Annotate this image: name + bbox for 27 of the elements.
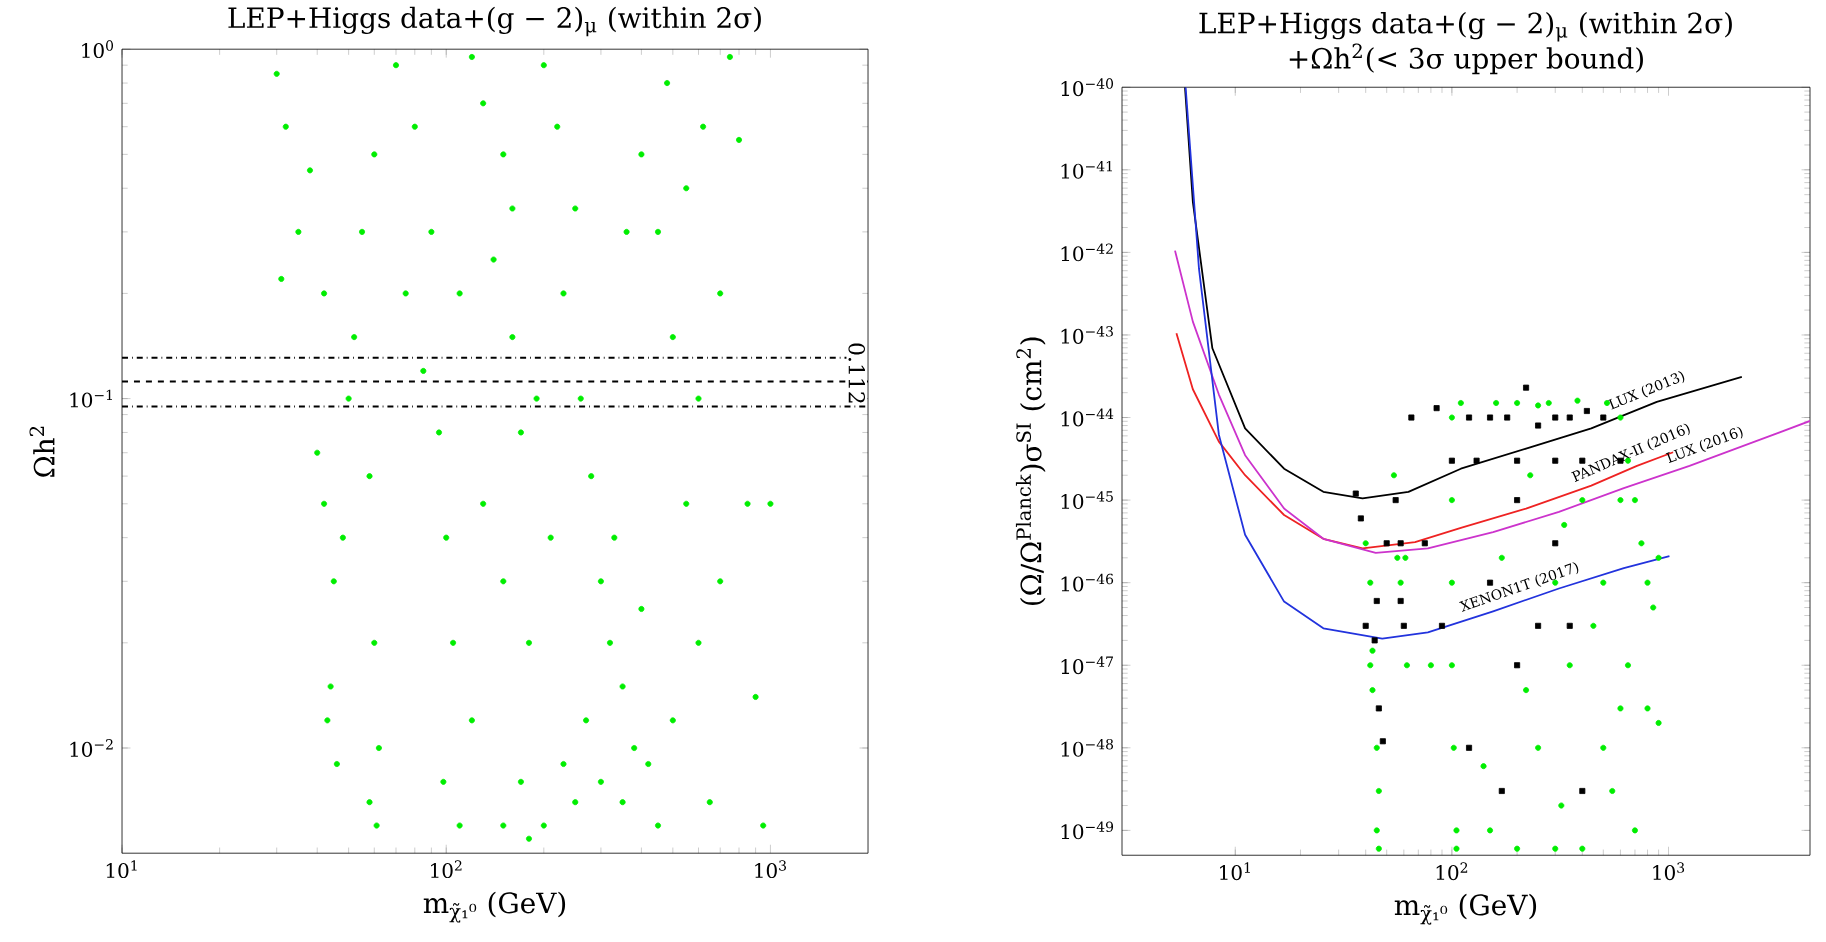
y-tick-label: 10$^{−45}$ bbox=[1061, 491, 1113, 510]
chart-title: LEP+Higgs data+(g − 2)$_{μ}$ (within 2σ) bbox=[1199, 12, 1732, 42]
y-axis-title: (Ω/Ω$^{Planck}$)σ$^{SI}$ (cm$^{2}$) bbox=[1015, 337, 1046, 606]
y-tick-label: 10$^{−47}$ bbox=[1061, 656, 1113, 675]
x-tick-label: 10$^{2}$ bbox=[1436, 862, 1468, 881]
x-tick-label: 10$^{1}$ bbox=[1220, 862, 1250, 881]
y-tick-label: 10$^{0}$ bbox=[82, 40, 114, 59]
y-tick-label: 10$^{−43}$ bbox=[1061, 326, 1113, 345]
chart-title: LEP+Higgs data+(g − 2)$_{μ}$ (within 2σ) bbox=[228, 7, 761, 37]
y-tick-label: 10$^{−2}$ bbox=[70, 739, 113, 758]
y-tick-label: 10$^{−1}$ bbox=[70, 390, 112, 408]
x-axis-title: m$_{χ̃₁⁰}$ (GeV) bbox=[1394, 894, 1537, 926]
chart-subtitle: +Ωh$^{2}$(< 3σ upper bound) bbox=[1289, 43, 1643, 75]
x-tick-label: 10$^{1}$ bbox=[106, 860, 137, 879]
y-tick-label: 10$^{−46}$ bbox=[1061, 574, 1114, 593]
y-tick-label: 10$^{−44}$ bbox=[1061, 409, 1114, 427]
x-tick-label: 10$^{2}$ bbox=[431, 860, 462, 879]
y-tick-label: 10$^{−41}$ bbox=[1061, 161, 1112, 180]
y-tick-label: 10$^{−49}$ bbox=[1061, 821, 1114, 840]
y-tick-label: 10$^{−40}$ bbox=[1061, 78, 1114, 97]
x-tick-label: 10$^{3}$ bbox=[1653, 862, 1685, 881]
x-axis-title: m$_{χ̃₁⁰}$ (GeV) bbox=[423, 892, 566, 924]
y-tick-label: 10$^{−48}$ bbox=[1061, 739, 1114, 758]
y-tick-label: 10$^{−42}$ bbox=[1061, 243, 1113, 262]
y-axis-title: Ωh$^{2}$ bbox=[29, 427, 55, 478]
x-tick-label: 10$^{3}$ bbox=[755, 860, 787, 879]
ref-line-label: 0.112 bbox=[848, 343, 865, 404]
